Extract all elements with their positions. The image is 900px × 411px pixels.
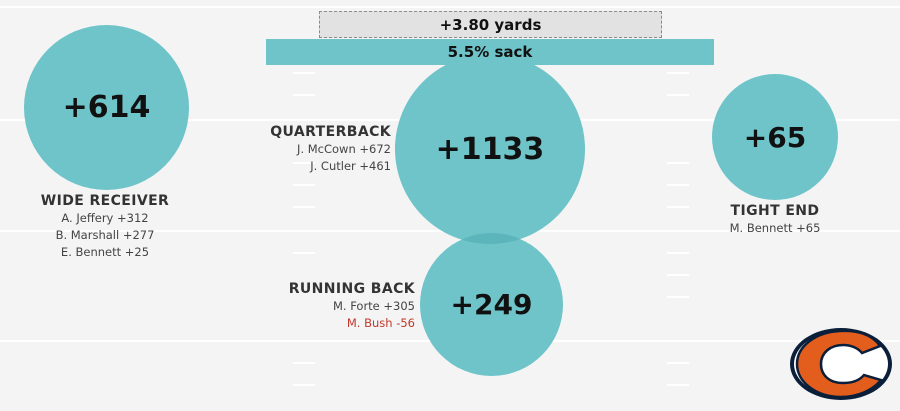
hash-mark (293, 162, 315, 164)
wide-receiver-label-block: WIDE RECEIVER A. Jeffery +312 B. Marshal… (20, 192, 190, 261)
player-line-negative: M. Bush -56 (346, 316, 415, 330)
hash-mark (293, 184, 315, 186)
chicago-bears-c-logo-icon (790, 328, 892, 400)
player-line: M. Forte +305 (332, 299, 415, 313)
hash-mark (293, 252, 315, 254)
wide-receiver-total: +614 (62, 90, 151, 125)
tight-end-label-block: TIGHT END M. Bennett +65 (700, 202, 850, 237)
hash-mark (667, 94, 689, 96)
quarterback-title: QUARTERBACK (270, 124, 391, 140)
player-line: A. Jeffery +312 (61, 211, 149, 225)
hash-mark (667, 296, 689, 298)
quarterback-label-block: QUARTERBACK J. McCown +672 J. Cutler +46… (240, 123, 391, 175)
yards-per-play-box: +3.80 yards (319, 11, 662, 38)
player-line: J. Cutler +461 (310, 159, 391, 173)
tight-end-bubble: +65 (712, 74, 838, 200)
hash-mark (667, 162, 689, 164)
hash-mark (293, 384, 315, 386)
tight-end-total: +65 (743, 120, 807, 154)
hash-mark (293, 72, 315, 74)
hash-mark (667, 206, 689, 208)
yards-per-play-label: +3.80 yards (439, 15, 542, 34)
hash-mark (293, 94, 315, 96)
sack-rate-label: 5.5% sack (447, 43, 533, 61)
hash-mark (293, 206, 315, 208)
quarterback-bubble: +1133 (395, 54, 585, 244)
sack-rate-bar: 5.5% sack (266, 39, 714, 65)
player-line: J. McCown +672 (297, 142, 391, 156)
running-back-title: RUNNING BACK (288, 281, 415, 297)
player-line: E. Bennett +25 (60, 245, 150, 259)
hash-mark (667, 252, 689, 254)
yard-line (0, 6, 900, 8)
hash-mark (293, 362, 315, 364)
player-line: M. Bennett +65 (729, 221, 821, 235)
running-back-bubble: +249 (420, 233, 563, 376)
running-back-total: +249 (450, 288, 533, 321)
hash-mark (667, 72, 689, 74)
hash-mark (667, 274, 689, 276)
running-back-label-block: RUNNING BACK M. Forte +305 M. Bush -56 (270, 280, 415, 332)
wide-receiver-bubble: +614 (24, 25, 189, 190)
wide-receiver-title: WIDE RECEIVER (40, 193, 170, 209)
quarterback-total: +1133 (435, 131, 545, 167)
hash-mark (667, 362, 689, 364)
player-line: B. Marshall +277 (55, 228, 155, 242)
tight-end-title: TIGHT END (730, 203, 820, 219)
hash-mark (667, 184, 689, 186)
hash-mark (667, 384, 689, 386)
